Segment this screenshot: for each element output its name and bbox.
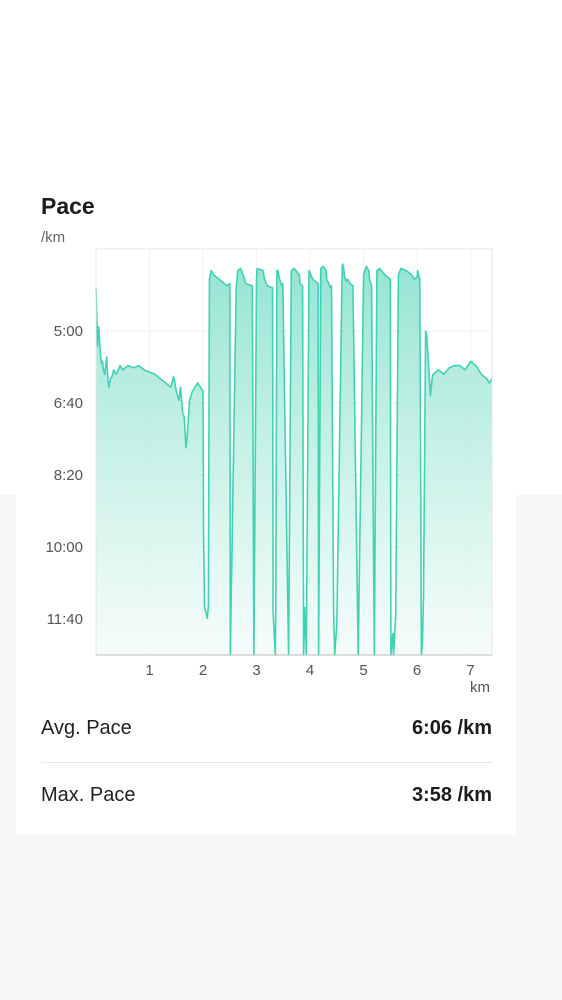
x-tick-label: 2: [199, 662, 207, 679]
pace-line: [95, 263, 493, 656]
max-pace-row: Max. Pace 3:58 /km: [41, 784, 492, 814]
max-pace-label: Max. Pace: [41, 784, 136, 806]
avg-pace-value: 6:06 /km: [411, 717, 492, 739]
stats-divider: [41, 762, 492, 763]
x-tick-label: 4: [306, 662, 314, 679]
x-tick-label: 7: [466, 662, 474, 679]
x-tick-label: 3: [252, 662, 260, 679]
y-tick-label: 8:20: [54, 467, 83, 484]
y-tick-label: 11:40: [47, 611, 83, 628]
avg-pace-label: Avg. Pace: [41, 717, 132, 739]
plot-frame: [95, 248, 493, 656]
pace-chart: 5:00 6:40 8:20 10:00 11:40 1 2 3 4 5 6 7 km: [45, 248, 493, 696]
x-axis-ticks: 1 2 3 4 5 6 7: [145, 662, 474, 679]
x-tick-label: 1: [145, 662, 153, 679]
x-tick-label: 5: [359, 662, 367, 679]
y-axis-unit: /km: [41, 229, 66, 246]
chart-title: Pace: [41, 193, 95, 219]
y-axis-ticks: 5:00 6:40 8:20 10:00 11:40: [45, 323, 83, 628]
pace-area: [96, 264, 492, 655]
avg-pace-row: Avg. Pace 6:06 /km: [41, 717, 492, 747]
y-tick-label: 6:40: [54, 395, 83, 412]
y-tick-label: 5:00: [54, 323, 83, 340]
x-tick-label: 6: [413, 662, 421, 679]
x-axis-unit: km: [470, 679, 490, 696]
y-tick-label: 10:00: [45, 539, 83, 556]
max-pace-value: 3:58 /km: [411, 784, 492, 806]
